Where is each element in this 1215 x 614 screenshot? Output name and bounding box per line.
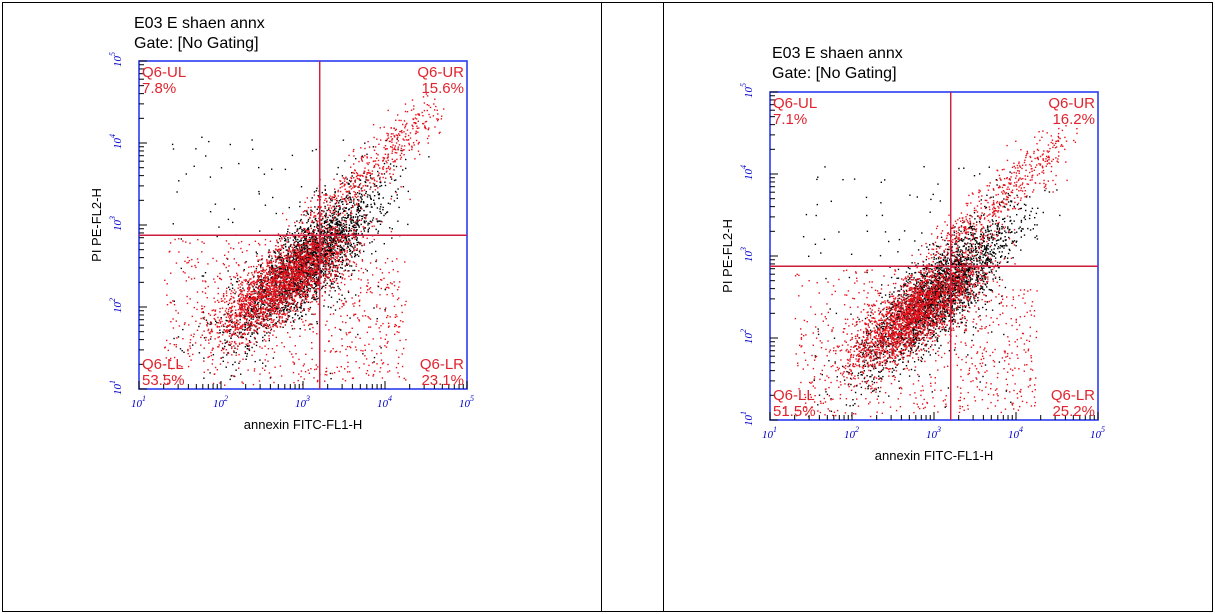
plot-title-gate: Gate: [No Gating] [134,35,259,52]
x-tick-label: 101 [131,394,146,410]
y-tick-label: 104 [739,165,755,180]
quadrant-percent-ll: 51.5% [773,403,816,420]
x-tick-label: 105 [1090,425,1105,441]
y-tick-label: 105 [108,52,124,67]
quadrant-percent-ul: 7.1% [773,111,807,128]
quadrant-label-ul: Q6-UL [142,64,186,81]
quadrant-percent-lr: 25.2% [1052,403,1095,420]
event-dots [783,125,1078,418]
x-tick-label: 103 [295,394,310,410]
flow-cytometry-plot: 101 102 103 104 105 101 102 103 104 105 annexin FI… [89,52,474,432]
quadrant-percent-ur: 16.2% [1052,111,1095,128]
plot-title: E03 E shaen annx Gate: [No Gating] [772,44,903,84]
quadrant-label-ur: Q6-UR [417,64,464,81]
quadrant-label-ll: Q6-LL [773,387,815,404]
x-tick-label: 102 [844,425,859,441]
quadrant-label-ul: Q6-UL [773,95,817,112]
quadrant-percent-lr: 23.1% [421,372,464,389]
quadrant-percent-ur: 15.6% [421,80,464,97]
y-tick-label: 102 [739,329,755,344]
x-tick-label: 104 [1008,425,1023,441]
x-axis-label: annexin FITC-FL1-H [875,448,993,463]
plot-title-sample: E03 E shaen annx [772,45,903,62]
x-tick-label: 101 [762,425,777,441]
y-tick-label: 105 [739,83,755,98]
y-tick-label: 101 [739,411,755,426]
flow-cytometry-plot: 101 102 103 104 105 101 102 103 104 105 annexin FI… [720,83,1105,463]
y-tick-label: 103 [108,216,124,231]
axis-ticks [769,91,1099,421]
plot-title-sample: E03 E shaen annx [134,15,265,32]
axis-ticks [138,60,468,390]
x-tick-label: 103 [926,425,941,441]
y-tick-label: 104 [108,134,124,149]
event-dots [163,93,445,386]
x-tick-label: 102 [213,394,228,410]
x-axis-label: annexin FITC-FL1-H [244,417,362,432]
table-cell-right: E03 E shaen annx Gate: [No Gating] 101 10… [663,2,1213,612]
quadrant-label-ll: Q6-LL [142,356,184,373]
table-cell-left: E03 E shaen annx Gate: [No Gating] 101 10… [2,2,602,612]
y-tick-label: 103 [739,247,755,262]
plot-title: E03 E shaen annx Gate: [No Gating] [134,14,265,54]
plot-frame [769,91,1099,421]
quadrant-label-ur: Q6-UR [1048,95,1095,112]
x-tick-label: 104 [377,394,392,410]
quadrant-percent-ll: 53.5% [142,372,185,389]
plot-frame [138,60,468,390]
quadrant-label-lr: Q6-LR [1051,387,1095,404]
y-tick-label: 101 [108,380,124,395]
y-tick-label: 102 [108,298,124,313]
y-axis-label: PI PE-FL2-H [89,188,104,262]
table-cell-spacer [601,2,664,612]
y-axis-label: PI PE-FL2-H [720,219,735,293]
x-tick-label: 105 [459,394,474,410]
quadrant-percent-ul: 7.8% [142,80,176,97]
plot-title-gate: Gate: [No Gating] [772,65,897,82]
quadrant-label-lr: Q6-LR [420,356,464,373]
